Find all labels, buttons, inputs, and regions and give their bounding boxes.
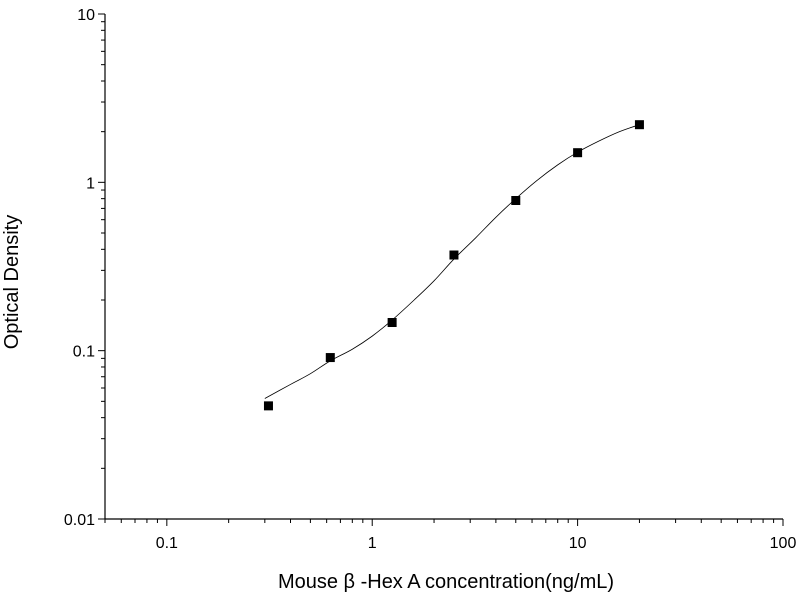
y-axis-title: Optical Density: [1, 215, 23, 350]
y-tick-label: 0.01: [64, 512, 95, 529]
x-tick-label: 10: [569, 535, 587, 552]
x-tick-label: 100: [770, 535, 797, 552]
data-point: [449, 250, 459, 260]
data-point: [263, 401, 273, 411]
data-point: [573, 148, 583, 158]
x-axis-title: Mouse β -Hex A concentration(ng/mL): [278, 571, 614, 593]
axis-tick-labels: 0.1 1 10 100 0.01 0.1 1 10: [64, 7, 797, 552]
axes: [104, 14, 783, 520]
x-tick-label: 1: [368, 535, 377, 552]
fit-curve: [264, 124, 640, 399]
x-tick-label: 0.1: [156, 535, 178, 552]
data-point: [511, 195, 521, 205]
data-point: [325, 353, 335, 363]
data-point: [634, 120, 644, 130]
axis-ticks: [98, 13, 784, 526]
y-tick-label: 1: [86, 175, 95, 192]
data-points: [263, 120, 644, 411]
y-tick-label: 0.1: [73, 344, 95, 361]
y-tick-label: 10: [77, 7, 95, 24]
data-point: [387, 318, 397, 328]
